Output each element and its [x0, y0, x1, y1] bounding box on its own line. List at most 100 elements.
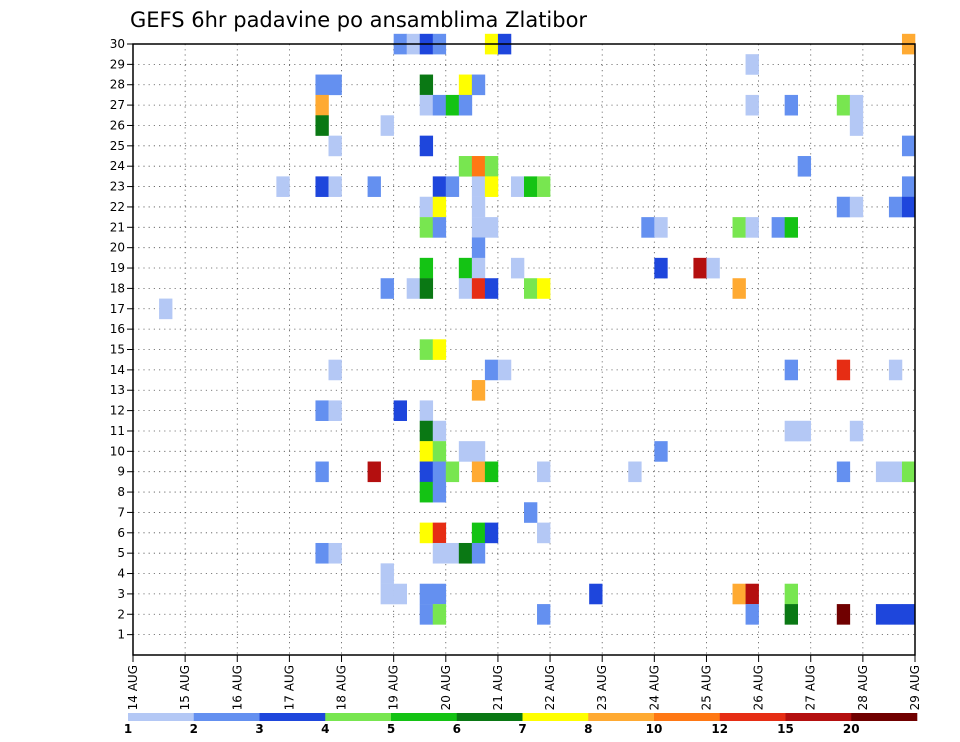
precip-cell [797, 420, 812, 442]
precip-cell [654, 257, 668, 279]
precip-cell [419, 257, 434, 279]
precip-cell [836, 196, 851, 218]
legend-label: 3 [255, 722, 263, 736]
precip-cell [771, 217, 785, 238]
precip-cell [419, 94, 434, 116]
y-tick-label: 18 [110, 281, 125, 295]
x-tick-label: 25 AUG [699, 665, 713, 710]
precip-cell [471, 542, 486, 564]
x-tick-label: 27 AUG [804, 665, 818, 710]
x-tick-label: 28 AUG [856, 665, 870, 710]
y-tick-label: 21 [110, 220, 125, 234]
precip-cell [315, 94, 329, 116]
y-tick-label: 30 [110, 37, 125, 51]
precip-cell [445, 94, 460, 116]
precip-cell [471, 278, 486, 299]
y-tick-label: 22 [110, 200, 125, 214]
y-tick-label: 28 [110, 78, 125, 92]
precip-cell [875, 461, 890, 483]
precip-cell [432, 94, 447, 116]
precip-cell [328, 176, 342, 197]
precip-cell [380, 563, 394, 584]
precip-cell [328, 135, 342, 157]
y-tick-label: 3 [117, 587, 125, 601]
precip-cell [419, 481, 434, 503]
precip-cell [315, 542, 329, 564]
precip-cell [419, 522, 434, 544]
precip-cell [537, 604, 551, 625]
grid-lines [133, 44, 915, 655]
precip-cell [589, 583, 603, 605]
y-tick-label: 1 [117, 628, 125, 642]
y-tick-label: 2 [117, 607, 125, 621]
y-tick-label: 8 [117, 485, 125, 499]
precip-cell [419, 583, 434, 605]
y-tick-label: 26 [110, 118, 125, 132]
legend-swatch [785, 713, 852, 721]
precip-cell [432, 481, 447, 503]
chart-title: GEFS 6hr padavine po ansamblima Zlatibor [130, 8, 587, 32]
x-tick-label: 24 AUG [647, 665, 661, 710]
y-tick-label: 10 [110, 444, 125, 458]
legend-swatch [851, 713, 918, 721]
y-tick-label: 17 [110, 302, 125, 316]
precip-cell [537, 522, 551, 544]
x-axis: 14 AUG 15 AUG 16 AUG 17 AUG 18 AUG 19 AUG 20 A… [126, 655, 922, 710]
precip-cell [471, 74, 486, 96]
precip-cell [367, 176, 381, 197]
precip-cell [328, 359, 342, 381]
precip-cell [276, 176, 290, 197]
x-tick-label: 17 AUG [282, 665, 296, 710]
precip-cell [484, 176, 499, 197]
y-tick-label: 27 [110, 98, 125, 112]
precip-cells [159, 33, 916, 625]
precip-cell [458, 441, 473, 462]
precip-cell [380, 583, 394, 605]
y-tick-label: 5 [117, 546, 125, 560]
y-tick-label: 13 [110, 383, 125, 397]
precip-cell [445, 542, 460, 564]
precip-cell [432, 339, 447, 360]
precip-cell [432, 583, 447, 605]
precip-cell [693, 257, 707, 279]
precip-cell [471, 176, 486, 197]
precip-cell [849, 115, 864, 136]
precip-cell [654, 441, 668, 462]
y-tick-label: 4 [117, 567, 125, 581]
legend-label: 1 [124, 722, 132, 736]
precip-cell [797, 156, 812, 177]
precip-cell [328, 74, 342, 96]
y-tick-label: 29 [110, 57, 125, 71]
precip-cell [484, 156, 499, 177]
y-tick-label: 23 [110, 180, 125, 194]
precip-cell [849, 196, 864, 218]
precip-cell [458, 156, 473, 177]
precip-cell [432, 196, 447, 218]
x-tick-label: 15 AUG [178, 665, 192, 710]
legend-label: 15 [777, 722, 794, 736]
legend-label: 10 [646, 722, 663, 736]
precip-cell [406, 278, 421, 299]
y-tick-label: 25 [110, 139, 125, 153]
precip-cell [484, 522, 499, 544]
precip-cell [419, 135, 434, 157]
precip-cell [888, 196, 903, 218]
x-tick-label: 26 AUG [752, 665, 766, 710]
x-tick-label: 29 AUG [908, 665, 922, 710]
precip-cell [524, 278, 538, 299]
precip-cell [419, 604, 434, 625]
y-tick-label: 12 [110, 404, 125, 418]
precip-cell [315, 115, 329, 136]
precip-cell [471, 380, 486, 401]
precip-cell [458, 542, 473, 564]
precip-cell [784, 94, 798, 116]
precip-cell [419, 196, 434, 218]
legend-label: 20 [843, 722, 860, 736]
precip-cell [849, 420, 864, 442]
precip-cell [380, 115, 394, 136]
precip-cell [471, 461, 486, 483]
x-tick-label: 18 AUG [335, 665, 349, 710]
x-tick-label: 14 AUG [126, 665, 140, 710]
color-legend: 1 2 3 4 5 6 7 8 10 12 15 20 [124, 713, 918, 736]
precip-cell [432, 441, 447, 462]
